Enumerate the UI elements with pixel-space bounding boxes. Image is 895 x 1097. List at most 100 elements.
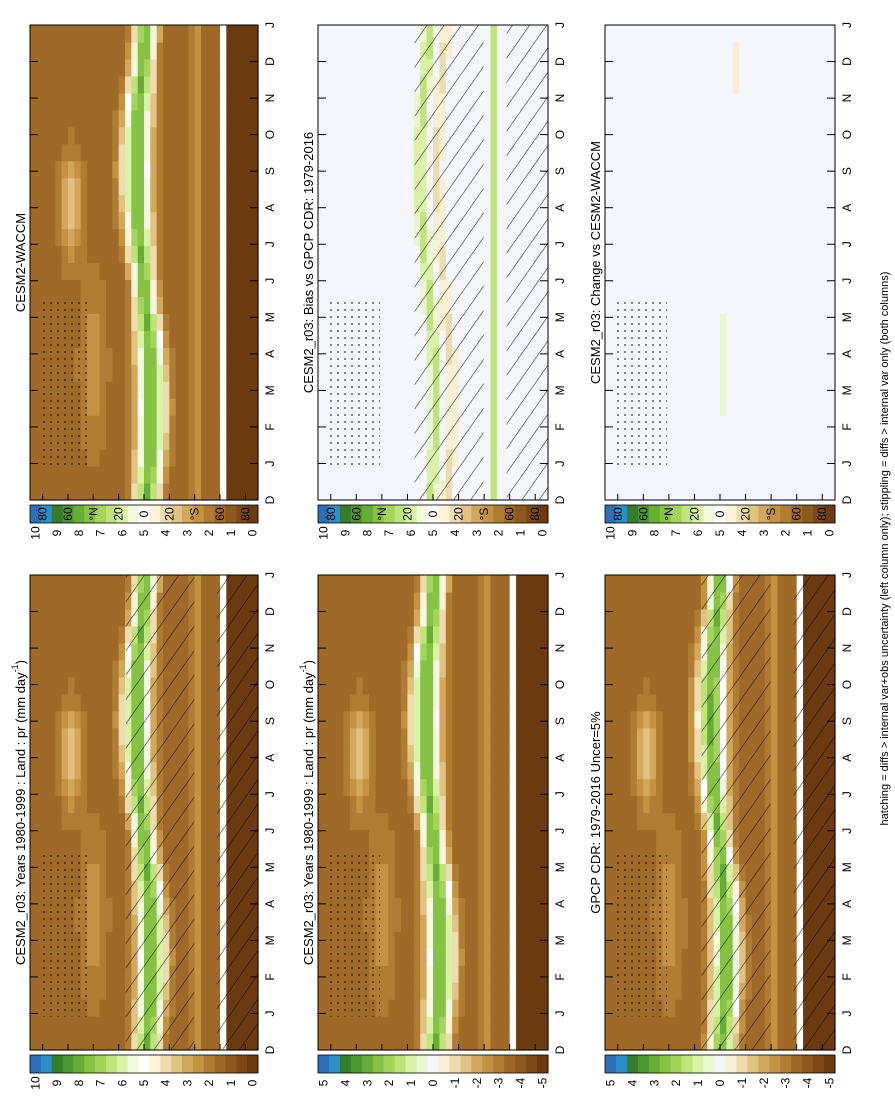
heatmap-cell	[675, 812, 683, 831]
heatmap-cell	[232, 41, 240, 60]
heatmap-cell	[528, 727, 536, 746]
heatmap-cell	[401, 296, 409, 314]
heatmap-cell	[407, 897, 415, 915]
heatmap-cell	[220, 432, 227, 450]
heatmap-cell	[337, 812, 345, 831]
heatmap-cell	[484, 897, 492, 915]
heatmap-cell	[509, 795, 517, 814]
heatmap-cell	[668, 914, 676, 932]
heatmap-cell	[201, 58, 208, 77]
heatmap-cell	[496, 483, 504, 501]
heatmap-cell	[175, 126, 183, 145]
heatmap-cell	[194, 58, 202, 77]
heatmap-cell	[30, 160, 37, 179]
heatmap-cell	[509, 880, 517, 898]
heatmap-cell	[541, 795, 549, 814]
heatmap-cell	[36, 58, 44, 77]
heatmap-cell	[771, 931, 779, 949]
heatmap-cell	[74, 1016, 82, 1034]
colorbar-label: 10	[316, 526, 330, 540]
heatmap-cell	[771, 608, 779, 627]
heatmap-cell	[401, 999, 409, 1017]
heatmap-cell	[194, 575, 202, 593]
heatmap-cell	[36, 897, 44, 915]
heatmap-cell	[413, 693, 421, 712]
heatmap-cell	[484, 676, 492, 695]
heatmap-cell	[541, 778, 549, 797]
heatmap-cell	[349, 228, 357, 247]
heatmap-cell	[496, 863, 504, 881]
heatmap-cell	[188, 126, 196, 145]
heatmap-cell	[330, 279, 338, 298]
heatmap-cell	[68, 279, 75, 298]
heatmap-cell	[541, 982, 549, 1000]
heatmap-cell	[535, 982, 543, 1000]
heatmap-cell	[503, 999, 511, 1017]
heatmap-cell	[605, 914, 612, 932]
heatmap-cell	[388, 761, 396, 780]
heatmap-cell	[175, 415, 183, 433]
heatmap-cell	[118, 1016, 126, 1034]
heatmap-cell	[401, 897, 409, 915]
colorbar-swatch	[40, 505, 53, 523]
colorbar-label: 9	[625, 529, 639, 536]
heatmap-cell	[490, 608, 498, 627]
heatmap-cell	[381, 364, 389, 382]
heatmap-cell	[324, 415, 332, 433]
heatmap-cell	[68, 829, 75, 848]
heatmap-cell	[643, 795, 651, 814]
heatmap-cell	[30, 914, 37, 932]
heatmap-cell	[42, 676, 50, 695]
heatmap-cell	[239, 126, 246, 145]
heatmap-cell	[388, 812, 396, 831]
heatmap-cell	[194, 931, 202, 949]
heatmap-cell	[213, 279, 221, 298]
colorbar-swatch	[626, 505, 639, 523]
heatmap-cell	[694, 710, 702, 729]
heatmap-cell	[605, 880, 612, 898]
lat-label: 20	[162, 507, 176, 521]
heatmap-cell	[93, 625, 101, 644]
heatmap-cell	[356, 1033, 364, 1051]
heatmap-cell	[324, 483, 332, 501]
heatmap-cell	[490, 625, 498, 644]
heatmap-cell	[99, 330, 107, 348]
heatmap-cell	[458, 863, 466, 881]
heatmap-cell	[611, 812, 619, 831]
heatmap-cell	[163, 228, 170, 247]
heatmap-cell	[605, 575, 612, 593]
heatmap-cell	[118, 194, 126, 213]
heatmap-cell	[681, 1033, 689, 1051]
heatmap-cell	[420, 744, 428, 763]
heatmap-cell	[375, 778, 383, 797]
heatmap-cell	[131, 160, 139, 179]
heatmap-cell	[207, 710, 215, 729]
heatmap-cell	[426, 999, 434, 1017]
stippling-overlay	[41, 300, 92, 467]
heatmap-cell	[125, 466, 132, 484]
heatmap-cell	[106, 483, 113, 501]
heatmap-cell	[42, 727, 50, 746]
heatmap-cell	[106, 109, 113, 128]
heatmap-cell	[163, 347, 170, 365]
heatmap-cell	[226, 415, 234, 433]
heatmap-cell	[522, 948, 530, 966]
heatmap-cell	[477, 710, 485, 729]
heatmap-cell	[118, 608, 126, 627]
heatmap-cell	[49, 829, 56, 848]
heatmap-cell	[150, 92, 158, 111]
heatmap-cell	[42, 829, 50, 848]
heatmap-cell	[220, 245, 227, 264]
heatmap-cell	[61, 1033, 69, 1051]
heatmap-cell	[30, 143, 37, 162]
colorbar-swatch	[127, 505, 140, 523]
heatmap-cell	[426, 727, 434, 746]
month-label: J	[840, 572, 854, 578]
heatmap-cell	[125, 109, 132, 128]
heatmap-cell	[407, 1033, 415, 1051]
colorbar-label: 0	[823, 529, 837, 536]
heatmap-cell	[394, 432, 402, 450]
heatmap-cell	[80, 143, 88, 162]
heatmap-cell	[445, 812, 453, 831]
